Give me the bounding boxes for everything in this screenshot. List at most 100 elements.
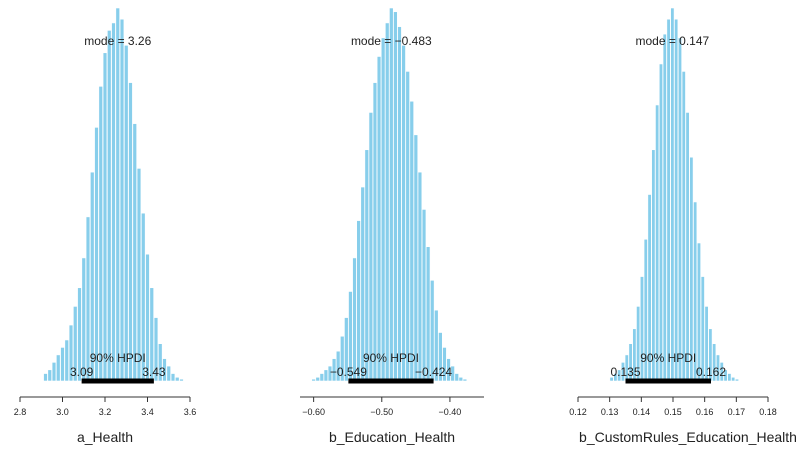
histogram-bar	[401, 44, 406, 382]
histogram-bar	[162, 358, 167, 382]
hpdi-interval-bar	[625, 378, 711, 384]
histogram-bars	[311, 7, 468, 382]
histogram-bar	[677, 37, 682, 382]
histogram-bar	[170, 373, 176, 382]
histogram-bar	[60, 347, 65, 382]
histogram-bar	[102, 52, 108, 382]
x-axis-ticks: 2.8 3.0 3.2 3.4 3.6	[14, 397, 197, 417]
histogram-bar	[397, 26, 402, 382]
x-axis-label: b_Education_Health	[329, 429, 455, 445]
histogram-bar	[94, 127, 99, 382]
histogram-bar	[124, 44, 129, 382]
hpdi-upper-bound-label: 0.162	[696, 365, 726, 379]
histogram-bar	[613, 373, 618, 382]
x-tick-label: −0.50	[370, 407, 393, 417]
panel-b-education-health: 90% HPDI −0.549 −0.424 mode = −0.483 −0.…	[300, 7, 484, 445]
x-axis-ticks: −0.60 −0.50 −0.40	[302, 397, 461, 417]
histogram-bar	[166, 365, 171, 382]
histogram-bar	[620, 362, 625, 382]
histogram-bar	[696, 242, 701, 382]
histogram-bar	[458, 376, 464, 382]
hpdi-label: 90% HPDI	[640, 351, 696, 365]
histogram-bar	[81, 257, 86, 382]
histogram-bar	[132, 123, 137, 382]
histogram-bar	[681, 71, 686, 382]
x-tick-label: 0.17	[728, 407, 746, 417]
histogram-bar	[311, 378, 316, 382]
histogram-bar	[462, 378, 468, 382]
histogram-bar	[715, 354, 720, 382]
histogram-bar	[107, 30, 112, 382]
hpdi-lower-bound-label: −0.549	[330, 365, 367, 379]
histogram-bar	[119, 18, 125, 382]
histogram-bar	[409, 100, 414, 382]
histogram-bar	[376, 56, 382, 382]
histogram-bar	[666, 18, 671, 382]
histogram-bar	[145, 253, 150, 382]
histogram-bar	[380, 37, 386, 382]
histogram-bar	[658, 63, 663, 382]
histogram-bar	[685, 112, 690, 382]
hpdi-label: 90% HPDI	[90, 351, 146, 365]
histogram-bar	[689, 156, 694, 382]
histogram-bar	[175, 376, 180, 382]
panel-b-customrules-education-health: 90% HPDI 0.135 0.162 mode = 0.147 0.12 0.…	[569, 7, 796, 445]
hpdi-interval-bar	[348, 378, 434, 384]
x-axis-ticks: 0.12 0.13 0.14 0.15 0.16 0.17 0.18	[569, 397, 777, 417]
histogram-bar	[617, 369, 622, 382]
x-tick-label: 0.16	[696, 407, 714, 417]
mode-label: mode = 3.26	[84, 34, 151, 48]
hpdi-interval-bar	[81, 378, 154, 384]
histogram-bar	[405, 71, 410, 382]
x-tick-label: 0.14	[633, 407, 651, 417]
histogram-bar	[719, 362, 724, 382]
histogram-bars	[43, 7, 184, 382]
x-tick-label: 0.15	[664, 407, 682, 417]
histogram-bar	[425, 246, 431, 382]
histogram-bar	[315, 376, 320, 382]
histogram-bar	[136, 168, 142, 382]
histogram-bar	[51, 362, 57, 382]
histogram-bar	[662, 33, 667, 382]
x-tick-label: −0.40	[439, 407, 462, 417]
x-tick-label: 3.2	[99, 407, 112, 417]
x-tick-label: −0.60	[302, 407, 325, 417]
hpdi-upper-bound-label: 3.43	[142, 365, 166, 379]
histogram-bar	[639, 276, 644, 382]
x-tick-label: 0.18	[759, 407, 777, 417]
histogram-bar	[356, 220, 361, 382]
histogram-bar	[372, 82, 378, 382]
histogram-bar	[352, 257, 357, 382]
x-axis-label: a_Health	[77, 429, 133, 445]
histogram-bar	[421, 209, 427, 382]
histogram-bar	[158, 343, 163, 382]
histogram-bar	[413, 134, 419, 382]
x-tick-label: 3.6	[184, 407, 197, 417]
histogram-bar	[393, 11, 398, 382]
x-tick-label: 0.13	[601, 407, 619, 417]
hpdi-lower-bound-label: 3.09	[70, 365, 94, 379]
x-tick-label: 0.12	[569, 407, 587, 417]
histogram-bar	[609, 376, 614, 382]
histogram-bar	[77, 287, 82, 382]
histogram-bar	[64, 339, 69, 382]
histogram-bar	[319, 373, 325, 382]
histogram-bar	[364, 149, 370, 382]
histogram-bar	[47, 369, 52, 382]
histogram-bar	[727, 373, 732, 382]
histogram-bar	[712, 343, 717, 382]
x-tick-label: 3.0	[56, 407, 69, 417]
histogram-bar	[43, 373, 48, 382]
histogram-bar	[73, 306, 78, 382]
histogram-bar	[98, 86, 103, 382]
histogram-bar	[153, 317, 159, 382]
histogram-bar	[56, 354, 61, 382]
histogram-bar	[417, 171, 423, 382]
histogram-bar	[674, 18, 679, 382]
histogram-bar	[179, 378, 184, 382]
panel-a-health: 90% HPDI 3.09 3.43 mode = 3.26 2.8 3.0 3.2…	[14, 7, 197, 445]
x-axis-label: b_CustomRules_Education_Health	[579, 429, 796, 445]
hpdi-upper-bound-label: −0.424	[415, 365, 452, 379]
histogram-bar	[368, 112, 374, 382]
